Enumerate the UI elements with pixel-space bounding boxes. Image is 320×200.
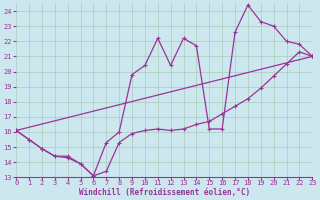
X-axis label: Windchill (Refroidissement éolien,°C): Windchill (Refroidissement éolien,°C) (79, 188, 250, 197)
